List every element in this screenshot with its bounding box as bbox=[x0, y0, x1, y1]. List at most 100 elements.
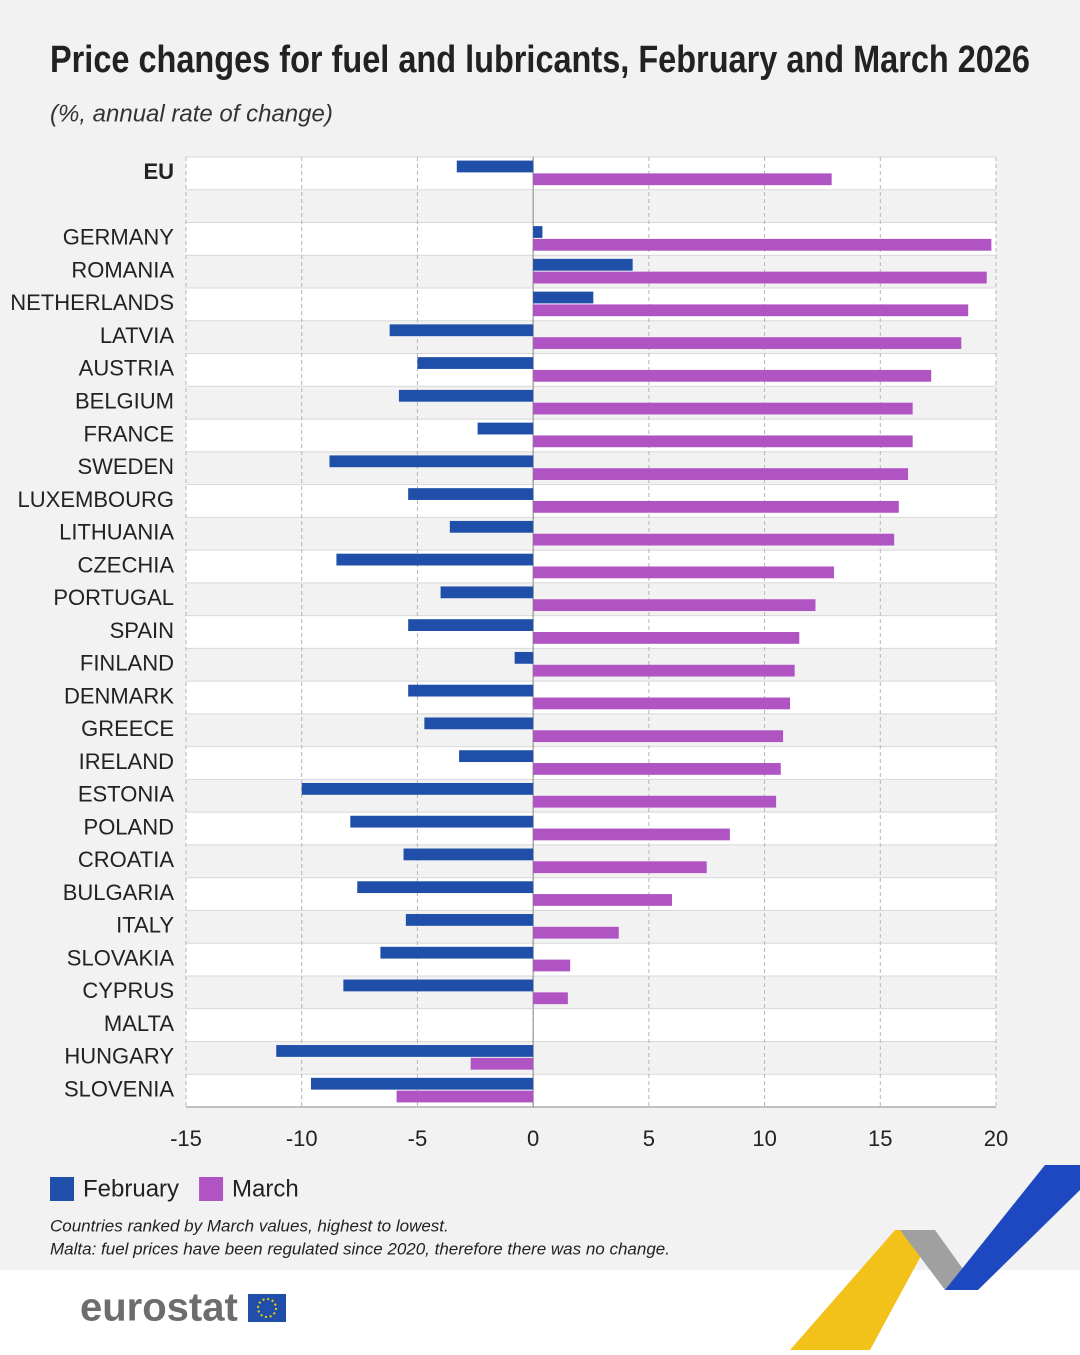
bar bbox=[329, 455, 534, 468]
category-label: SWEDEN bbox=[77, 454, 174, 479]
legend-swatch bbox=[50, 1177, 74, 1201]
x-tick-label: 5 bbox=[643, 1126, 655, 1151]
bar bbox=[336, 553, 534, 566]
category-label: SLOVAKIA bbox=[67, 945, 175, 970]
bar bbox=[514, 651, 534, 664]
category-label: FRANCE bbox=[84, 421, 174, 446]
note: Malta: fuel prices have been regulated s… bbox=[50, 1239, 670, 1258]
ribbon-blue bbox=[945, 1165, 1080, 1290]
category-label: IRELAND bbox=[79, 749, 174, 774]
bar bbox=[533, 566, 834, 579]
category-label: BELGIUM bbox=[75, 389, 174, 414]
category-label: SLOVENIA bbox=[64, 1076, 174, 1101]
category-label: DENMARK bbox=[64, 683, 174, 708]
bar bbox=[533, 468, 909, 480]
ribbon-yellow bbox=[790, 1230, 935, 1350]
x-tick-label: -5 bbox=[408, 1126, 428, 1151]
bar bbox=[533, 730, 784, 743]
category-label: EU bbox=[143, 159, 174, 184]
x-tick-label: 0 bbox=[527, 1126, 539, 1151]
bar bbox=[408, 684, 534, 697]
x-tick-label: -10 bbox=[286, 1126, 318, 1151]
note: Countries ranked by March values, highes… bbox=[50, 1216, 449, 1235]
row-band bbox=[186, 975, 996, 1009]
category-label: POLAND bbox=[84, 814, 174, 839]
bar bbox=[408, 619, 534, 631]
plot: -15 -10 -5 0 5 10 15 20 EU GERMANY ROMANIA NETHERLA… bbox=[10, 156, 1008, 1202]
bar bbox=[533, 291, 594, 304]
bar bbox=[424, 717, 534, 730]
logo-text: eurostat bbox=[80, 1286, 238, 1330]
row-band bbox=[186, 943, 996, 976]
chart-subtitle: (%, annual rate of change) bbox=[50, 100, 333, 127]
bar bbox=[357, 881, 534, 894]
bar bbox=[533, 861, 707, 874]
bar bbox=[533, 697, 791, 710]
bar bbox=[533, 926, 619, 939]
eu-flag bbox=[248, 1294, 286, 1322]
legend-label: March bbox=[232, 1175, 299, 1202]
bar bbox=[477, 422, 534, 435]
bar bbox=[533, 533, 895, 546]
bar bbox=[301, 783, 534, 795]
bar bbox=[389, 324, 534, 337]
category-label: AUSTRIA bbox=[79, 356, 175, 381]
x-tick-label: 10 bbox=[752, 1126, 776, 1151]
category-label: PORTUGAL bbox=[53, 585, 174, 610]
category-label: MALTA bbox=[104, 1011, 174, 1036]
legend-label: February bbox=[83, 1175, 179, 1202]
bar bbox=[276, 1045, 534, 1057]
bar bbox=[449, 520, 534, 533]
legend-swatch bbox=[199, 1177, 224, 1201]
bar bbox=[533, 258, 633, 271]
row-band bbox=[186, 1074, 996, 1107]
bar bbox=[533, 599, 816, 612]
bar bbox=[396, 1090, 534, 1103]
category-label: BULGARIA bbox=[63, 880, 175, 905]
x-tick-label: 20 bbox=[984, 1126, 1008, 1151]
category-label: CYPRUS bbox=[82, 978, 174, 1003]
bar bbox=[343, 979, 534, 992]
bar bbox=[533, 664, 795, 677]
bar bbox=[533, 226, 543, 238]
category-label: GREECE bbox=[81, 716, 174, 741]
category-label: LITHUANIA bbox=[59, 520, 174, 545]
category-label: HUNGARY bbox=[64, 1044, 174, 1069]
bar bbox=[310, 1077, 534, 1090]
bar bbox=[403, 848, 534, 861]
bar bbox=[533, 959, 571, 972]
category-label: CZECHIA bbox=[77, 552, 174, 577]
bar bbox=[533, 435, 913, 448]
category-label: FINLAND bbox=[80, 651, 174, 676]
bar bbox=[533, 369, 932, 382]
bar bbox=[533, 828, 730, 841]
category-label: NETHERLANDS bbox=[10, 290, 174, 315]
category-label: LATVIA bbox=[100, 323, 175, 348]
bar bbox=[533, 238, 992, 251]
bar bbox=[533, 304, 969, 317]
bar bbox=[533, 763, 781, 775]
category-label: ITALY bbox=[116, 913, 174, 938]
x-tick-label: -15 bbox=[170, 1126, 202, 1151]
bar bbox=[440, 586, 534, 599]
bar bbox=[456, 160, 534, 173]
bar bbox=[533, 402, 913, 415]
bar bbox=[380, 946, 534, 959]
bar bbox=[459, 750, 534, 763]
bar bbox=[533, 173, 832, 186]
bar bbox=[398, 389, 534, 402]
row-band bbox=[186, 189, 996, 223]
bar bbox=[533, 271, 987, 284]
category-label: LUXEMBOURG bbox=[18, 487, 174, 512]
category-label: ROMANIA bbox=[71, 257, 174, 282]
bar bbox=[533, 795, 777, 808]
bar bbox=[470, 1057, 534, 1070]
category-label: ESTONIA bbox=[78, 782, 175, 807]
bar bbox=[533, 337, 962, 349]
bar bbox=[533, 894, 672, 906]
bar bbox=[417, 357, 534, 369]
x-tick-label: 15 bbox=[868, 1126, 892, 1151]
category-label: CROATIA bbox=[78, 847, 174, 872]
